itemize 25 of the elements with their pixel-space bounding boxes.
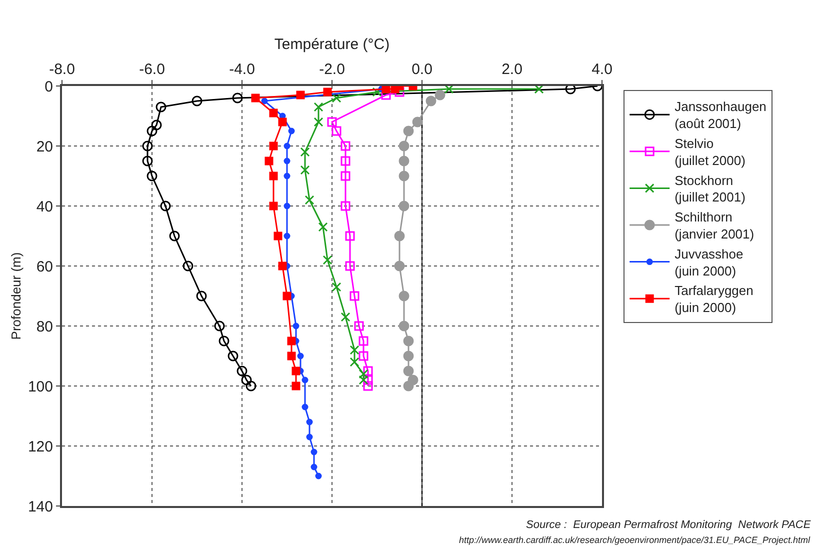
y-tick-label: 60 (36, 258, 53, 276)
x-tick-label: 2.0 (502, 61, 522, 78)
x-tick-label: -4.0 (229, 61, 255, 78)
text: http://www.earth.cardiff.ac.uk/research/geoenvironment/pace/31.EU_PACE_Project.html (459, 535, 812, 545)
x-axis-title: Température (°C) (274, 36, 390, 53)
y-tick-label: 140 (28, 498, 53, 516)
y-tick-label: 40 (36, 198, 53, 216)
legend-label: Tarfalaryggen (juin 2000) (674, 283, 754, 316)
y-tick-label: 120 (28, 438, 53, 456)
x-tick-label: -8.0 (49, 61, 75, 78)
x-tick-label: 4.0 (592, 61, 612, 78)
source-note: Source : European Permafrost Monitoring Network PACE (526, 519, 812, 531)
x-tick-label: -6.0 (139, 61, 165, 78)
y-tick-label: 20 (36, 138, 53, 156)
legend-label: Stelvio (juillet 2000) (674, 136, 746, 168)
y-axis-title: Profondeur (m) (8, 252, 24, 340)
x-tick-label: 0.0 (412, 61, 432, 78)
legend-label: Schilthorn (janvier 2001) (674, 210, 754, 242)
legend-label: Janssonhaugen (août 2001) (674, 99, 766, 132)
legend-label: Juvvasshoe (juin 2000) (674, 246, 744, 278)
y-tick-label: 100 (28, 378, 53, 396)
legend-label: Stockhorn (juillet 2001) (674, 172, 746, 205)
x-tick-label: -2.0 (319, 61, 345, 78)
y-tick-label: 0 (44, 78, 53, 96)
y-tick-label: 80 (36, 318, 53, 336)
